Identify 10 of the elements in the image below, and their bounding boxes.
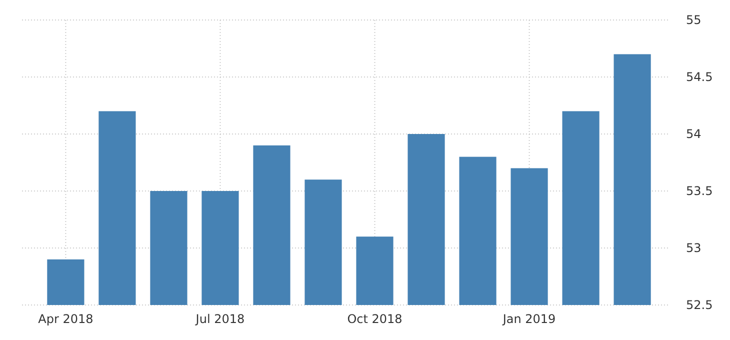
y-tick-label: 52.5: [686, 298, 713, 312]
x-tick-label: Apr 2018: [38, 312, 94, 326]
x-tick-label: Jan 2019: [502, 312, 556, 326]
x-tick-label: Oct 2018: [347, 312, 402, 326]
y-tick-label: 54.5: [686, 70, 713, 84]
y-tick-label: 54: [686, 127, 702, 142]
y-tick-label: 53.5: [686, 184, 713, 198]
y-tick-label: 53: [686, 241, 702, 256]
x-tick-label: Jul 2018: [194, 312, 245, 326]
y-tick-label: 55: [686, 13, 702, 28]
